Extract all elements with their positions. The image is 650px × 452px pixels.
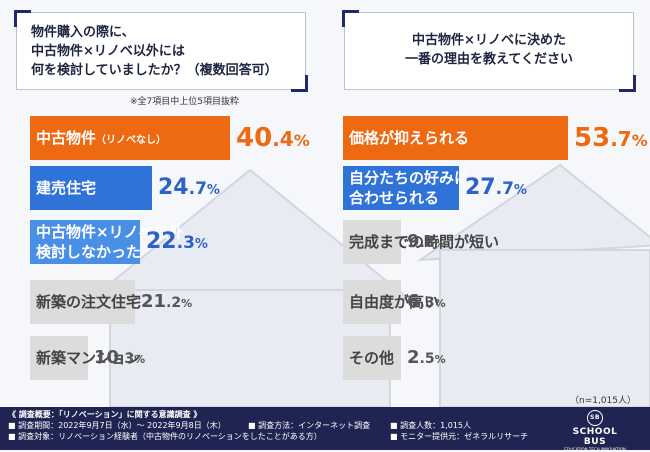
value-integer: 2 [407,347,420,368]
value-unit: % [293,131,310,150]
survey-method: ■ 調査方法：インターネット調査 [248,421,371,430]
bar-label: 新築マンション [36,348,141,368]
survey-provider: ■ モニター提供元：ゼネラルリサーチ [390,432,529,441]
right-question-line: 一番の理由を教えてください [405,52,573,67]
survey-target: ■ 調査対象：リノベーション経験者（中古物件のリノベーションをしたことがある方） [8,432,322,441]
survey-footer: 《 調査概要：「リノベーション」に関する意識調査 》 ■ 調査期間：2022年9… [0,407,650,452]
corner-bracket [14,10,31,27]
left-question-line: 中古物件×リノベ以外には [31,44,185,59]
value-integer: 40 [236,123,273,153]
bar-label-line: 自分たちの好みに [349,169,470,187]
value-unit: % [434,353,446,366]
bar-label-line: （リノベなし） [96,135,167,146]
value-unit: % [513,183,527,198]
value-unit: % [181,297,193,310]
bar [30,166,152,210]
right-question-line: 中古物件×リノベに決めた [412,33,566,48]
bar-label-line: 価格が抑えられる [349,129,470,147]
bar-label-line: 自由度が高い [349,293,440,311]
sample-size-note: （n=1,015人） [569,396,636,406]
value-unit: % [206,183,220,198]
bar [343,336,401,380]
corner-bracket [291,75,308,92]
bar-label: 中古物件×リノベ以外 検討しなかった [36,222,184,262]
value-decimal: .4 [272,127,294,151]
value-decimal: .3 [419,295,435,311]
bar-label-line: 中古物件×リノベ以外 [36,223,184,241]
value-integer: 6 [407,291,420,312]
value-integer: 10 [94,347,120,368]
value-unit: % [434,297,446,310]
bar-value: 2.5% [407,347,446,368]
bar-value: 21.2% [141,291,192,312]
bar-label-line: 新築の注文住宅 [36,293,142,311]
value-integer: 24 [158,175,189,200]
right-question-box: 中古物件×リノベに決めた 一番の理由を教えてください [342,10,636,92]
bar-label: 新築の注文住宅 [36,292,141,312]
bar [30,280,135,324]
bar-label: その他 [349,348,394,368]
left-question-box: 物件購入の際に、 中古物件×リノベ以外には 何を検討していましたか？（複数回答可… [14,10,308,92]
value-integer: 53 [574,123,611,153]
bar-label: 中古物件（リノベなし） [36,128,166,151]
bar-value: 10.3% [94,347,145,368]
school-bus-logo: SB SCHOOL BUS EDUCATION TECH INNOVATION [560,410,630,452]
bar-label-line: その他 [349,349,395,367]
logo-text: SCHOOL BUS [572,427,618,447]
value-decimal: .2 [166,295,182,311]
bar [343,116,568,160]
corner-bracket [342,10,359,27]
value-integer: 21 [141,291,167,312]
value-unit: % [194,237,208,252]
value-decimal: .7 [495,179,514,199]
bar [30,336,88,380]
value-integer: 9 [407,231,420,252]
survey-count: ■ 調査人数：1,015人 [390,421,472,430]
value-integer: 22 [146,229,177,254]
value-decimal: .3 [119,351,135,367]
bar-label-line: 建売住宅 [36,179,97,197]
bar-label: 価格が抑えられる [349,128,469,148]
bar-label-line: 合わせられる [349,189,440,207]
left-chart-note: ※全7項目中上位5項目抜粋 [130,97,239,107]
bar-value: 40.4% [236,123,310,153]
left-question-line: 何を検討していましたか？（複数回答可） [31,63,278,78]
corner-bracket [619,75,636,92]
value-decimal: .3 [176,233,195,253]
value-decimal: .8 [419,235,435,251]
bar [343,280,401,324]
bar-value: 53.7% [574,123,648,153]
bar-label-line: 完成までの時間が短い [349,233,500,251]
bar-value: 24.7% [158,175,220,200]
bar-label-line: 検討しなかった [36,243,142,261]
bar-label: 自由度が高い [349,292,439,312]
bar-value: 27.7% [465,175,527,200]
survey-title: 《 調査概要：「リノベーション」に関する意識調査 》 [8,410,202,419]
bar-label: 自分たちの好みに 合わせられる [349,168,469,208]
bar-value: 9.8% [407,231,446,252]
bar-value: 22.3% [146,229,208,254]
value-decimal: .7 [610,127,632,151]
survey-period: ■ 調査期間：2022年9月7日（水）〜 2022年9月8日（木） [8,421,226,430]
value-unit: % [631,131,648,150]
bar-label-line: 新築マンション [36,349,142,367]
bar-label: 建売住宅 [36,178,96,198]
left-question-line: 物件購入の際に、 [31,25,135,40]
bar [30,220,140,264]
value-decimal: .7 [188,179,207,199]
logo-mark: SB [587,410,603,426]
bar-label-line: 中古物件 [36,129,97,147]
value-unit: % [134,353,146,366]
bar-label: 完成までの時間が短い [349,232,499,252]
bar-value: 6.3% [407,291,446,312]
bar [30,116,230,160]
bar [343,220,401,264]
value-integer: 27 [465,175,496,200]
value-decimal: .5 [419,351,435,367]
bar [343,166,459,210]
value-unit: % [434,237,446,250]
